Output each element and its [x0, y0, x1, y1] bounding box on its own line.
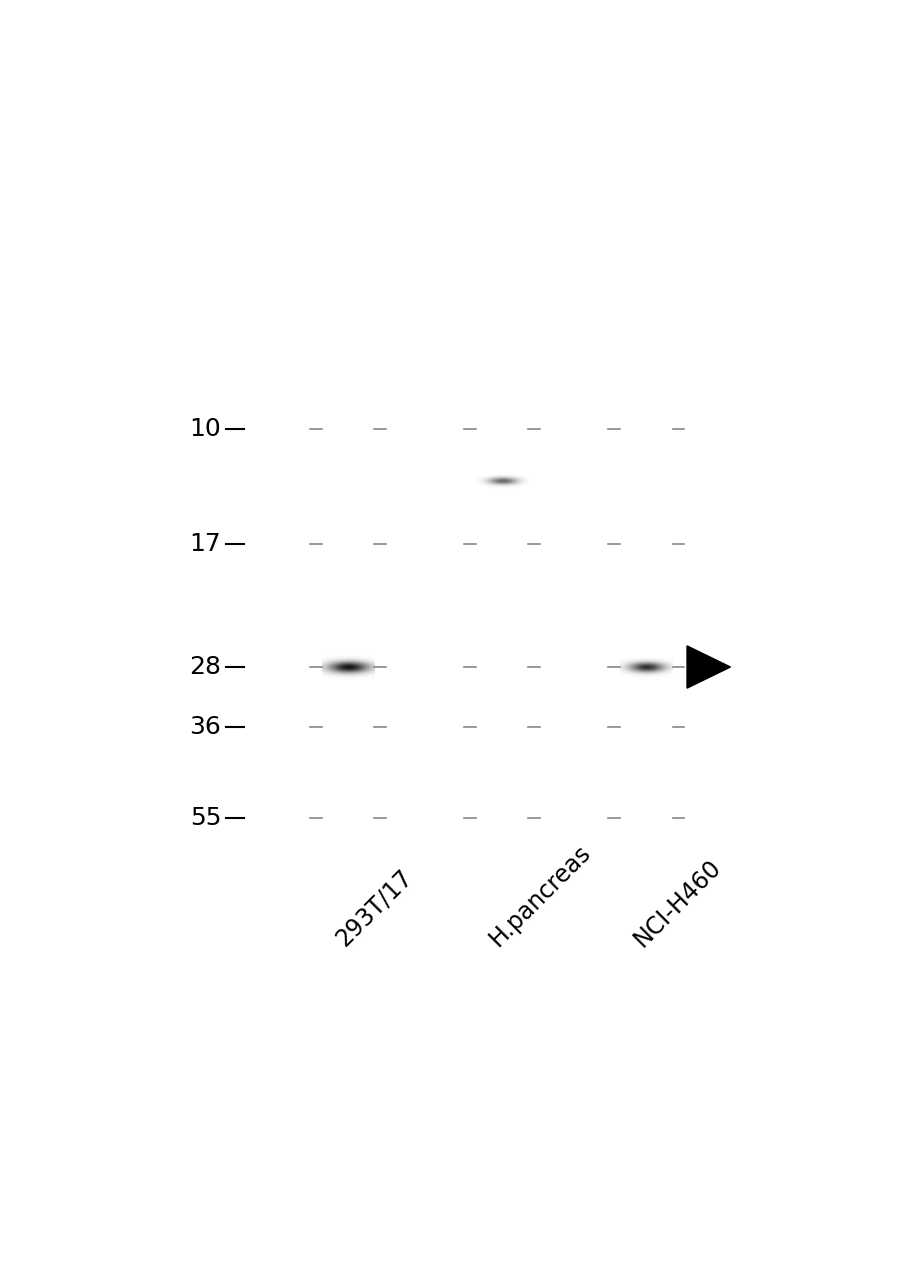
Text: NCI-H460: NCI-H460 [628, 854, 725, 951]
Text: H.pancreas: H.pancreas [484, 840, 595, 951]
Bar [321, 147, 374, 941]
Polygon shape [686, 646, 730, 689]
Bar [475, 147, 527, 941]
Text: 36: 36 [190, 714, 221, 739]
Text: 28: 28 [190, 655, 221, 678]
Bar [619, 147, 672, 941]
Text: 10: 10 [190, 417, 221, 440]
Text: 293T/17: 293T/17 [330, 865, 416, 951]
Text: 17: 17 [190, 532, 221, 556]
Text: 55: 55 [190, 806, 221, 829]
